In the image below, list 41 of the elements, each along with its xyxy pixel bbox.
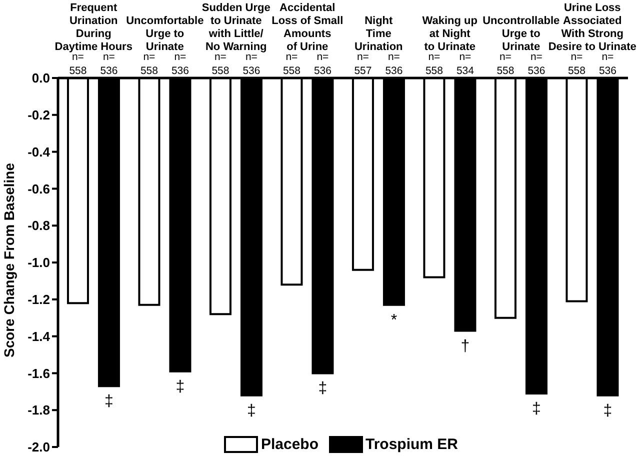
y-tick-label: -0.2 — [28, 108, 50, 123]
text: n= 536 — [314, 51, 332, 77]
annotation: ‡ — [318, 380, 328, 398]
text: n= 536 — [528, 51, 546, 77]
annotation: † — [460, 338, 470, 355]
annotation: * — [390, 312, 398, 329]
text: n= 558 — [212, 51, 230, 77]
y-tick-label: -1.8 — [28, 402, 50, 418]
legend-label: Trospium ER — [366, 436, 458, 453]
text: n= 536 — [100, 51, 118, 77]
text: n= 558 — [282, 51, 301, 77]
text: n= 557 — [354, 51, 372, 77]
y-axis-title: Score Change From Baseline — [0, 162, 17, 358]
annotation: ‡ — [532, 400, 541, 418]
y-tick-label: -0.4 — [28, 144, 51, 160]
y-tick-label: -1.6 — [28, 366, 50, 381]
y-tick-label: -1.0 — [28, 255, 50, 270]
text: n= 534 — [456, 51, 474, 77]
text: n= 558 — [496, 51, 514, 77]
annotation: ‡ — [247, 402, 256, 420]
annotation: ‡ — [104, 393, 114, 410]
x-tick-label: Waking up at Night to Urinate — [422, 15, 478, 53]
y-tick-label: 0.0 — [32, 70, 50, 86]
text: n= 536 — [171, 51, 190, 77]
text: n= 558 — [568, 51, 586, 77]
text: n= 536 — [385, 51, 403, 77]
y-tick-label: -2.0 — [28, 440, 50, 455]
text: n= 536 — [242, 51, 260, 77]
annotation: ‡ — [176, 378, 185, 396]
x-tick-label: Night Time Urination — [354, 15, 404, 53]
text: n= 558 — [425, 51, 444, 77]
text: n= 558 — [69, 51, 87, 77]
legend-label: Placebo — [260, 436, 318, 453]
text: n= 536 — [598, 51, 617, 77]
annotation: ‡ — [603, 402, 612, 420]
text: n= 558 — [140, 51, 158, 77]
y-tick-label: -0.8 — [28, 218, 50, 234]
y-tick-label: -0.6 — [28, 181, 50, 196]
y-tick-label: -1.4 — [28, 328, 51, 344]
y-tick-label: -1.2 — [28, 292, 50, 308]
x-tick-label: Accidental Loss of Small Amounts of Urine — [272, 2, 344, 53]
